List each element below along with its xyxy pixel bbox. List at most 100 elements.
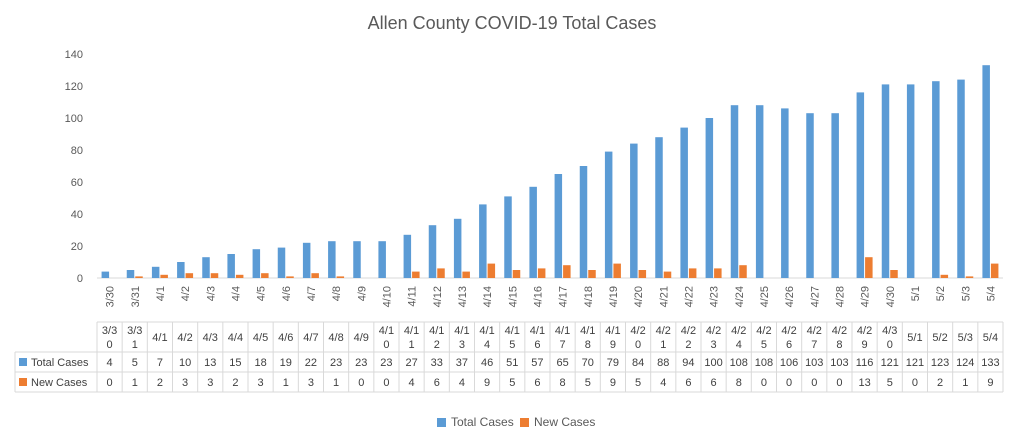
table-header-cell: 4/1 [505, 325, 520, 337]
bar-new-cases [588, 270, 596, 278]
table-header-cell: 4/2 [857, 325, 872, 337]
table-value-cell: 0 [107, 377, 113, 389]
table-header-cell: 4/2 [756, 325, 771, 337]
bar-new-cases [235, 274, 244, 278]
bar-total-cases [680, 127, 688, 278]
bar-total-cases [982, 65, 990, 278]
table-header-cell: 0 [635, 339, 641, 351]
table-header-cell: 3/3 [102, 325, 117, 337]
bar-total-cases [252, 249, 261, 278]
table-header-cell: 4/9 [354, 332, 369, 344]
table-value-cell: 10 [179, 357, 191, 369]
x-tick-label: 4/11 [407, 286, 419, 307]
table-header-cell: 5 [509, 339, 515, 351]
bar-total-cases [604, 151, 613, 278]
table-header-cell: 5/3 [958, 332, 973, 344]
table-value-cell: 23 [380, 357, 392, 369]
table-value-cell: 4 [409, 377, 415, 389]
table-value-cell: 9 [484, 377, 490, 389]
y-tick-label: 140 [65, 49, 83, 61]
table-header-cell: 0 [383, 339, 389, 351]
y-tick-label: 120 [65, 81, 83, 93]
bar-total-cases [126, 270, 135, 278]
bar-new-cases [210, 273, 219, 278]
table-value-cell: 106 [780, 357, 798, 369]
table-header-cell: 4/2 [630, 325, 645, 337]
table-value-cell: 103 [830, 357, 848, 369]
x-tick-label: 4/22 [683, 286, 695, 307]
x-tick-label: 4/2 [180, 286, 192, 301]
x-tick-label: 5/3 [960, 286, 972, 301]
table-value-cell: 103 [805, 357, 823, 369]
table-value-cell: 37 [456, 357, 468, 369]
table-header-cell: 1 [409, 339, 415, 351]
bar-new-cases [940, 274, 949, 278]
legend-key [520, 418, 529, 427]
table-header-cell: 4/1 [580, 325, 595, 337]
x-tick-label: 4/25 [759, 286, 771, 307]
table-header-cell: 6 [786, 339, 792, 351]
table-header-cell: 4/2 [832, 325, 847, 337]
table-value-cell: 22 [305, 357, 317, 369]
table-header-cell: 1 [660, 339, 666, 351]
bar-new-cases [865, 257, 873, 278]
table-value-cell: 8 [560, 377, 566, 389]
data-table: 3/3 0 3/3 1 4/1 4/2 4/3 4/4 4/5 4/6 4/7 4/8 4/9 4/1 0 4… [14, 321, 1004, 393]
bar-new-cases [663, 271, 672, 278]
x-tick-label: 4/27 [809, 286, 821, 307]
bar-total-cases [277, 247, 286, 278]
table-value-cell: 9 [987, 377, 993, 389]
table-header-cell: 4/1 [530, 325, 545, 337]
table-value-cell: 2 [232, 377, 238, 389]
table-value-cell: 0 [811, 377, 817, 389]
table-header-cell: 4/8 [328, 332, 343, 344]
table-header-cell: 7 [560, 339, 566, 351]
table-header-cell: 4/1 [152, 332, 167, 344]
table-header-cell: 4/1 [555, 325, 570, 337]
table-value-cell: 133 [981, 357, 999, 369]
table-value-cell: 1 [132, 377, 138, 389]
table-value-cell: 6 [711, 377, 717, 389]
table-value-cell: 13 [858, 377, 870, 389]
bar-total-cases [101, 271, 110, 278]
x-tick-label: 4/3 [205, 286, 217, 301]
bar-new-cases [487, 263, 496, 278]
table-header-cell: 4 [736, 339, 742, 351]
bar-total-cases [630, 143, 638, 278]
bar-total-cases [403, 234, 412, 278]
x-tick-label: 4/26 [784, 286, 796, 307]
y-tick-label: 0 [77, 273, 83, 285]
table-header-cell: 4/6 [278, 332, 293, 344]
table-value-cell: 108 [755, 357, 773, 369]
table-header-cell: 8 [585, 339, 591, 351]
table-value-cell: 5 [635, 377, 641, 389]
x-tick-label: 4/1 [155, 286, 167, 301]
table-header-cell: 7 [811, 339, 817, 351]
bar-total-cases [705, 118, 714, 278]
x-tick-label: 4/21 [658, 286, 670, 307]
table-value-cell: 57 [531, 357, 543, 369]
x-tick-label: 4/7 [306, 286, 318, 301]
table-value-cell: 0 [383, 377, 389, 389]
bar-new-cases [990, 263, 999, 278]
table-header-cell: 4/2 [177, 332, 192, 344]
bar-total-cases [479, 204, 487, 278]
table-header-cell: 4 [484, 339, 490, 351]
table-value-cell: 100 [704, 357, 722, 369]
x-tick-label: 4/14 [482, 286, 494, 307]
bar-total-cases [353, 241, 361, 278]
table-value-cell: 4 [459, 377, 465, 389]
table-header-cell: 8 [836, 339, 842, 351]
table-header-cell: 0 [107, 339, 113, 351]
table-header-cell: 0 [887, 339, 893, 351]
bar-total-cases [755, 105, 764, 278]
x-tick-label: 4/20 [633, 286, 645, 307]
bar-new-cases [739, 265, 747, 278]
table-header-cell: 4/4 [228, 332, 243, 344]
table-header-cell: 4/2 [807, 325, 822, 337]
legend-label: Total Cases [451, 415, 514, 429]
table-value-cell: 1 [283, 377, 289, 389]
x-tick-label: 4/8 [331, 286, 343, 301]
bar-new-cases [437, 268, 445, 278]
bar-total-cases [781, 108, 789, 279]
